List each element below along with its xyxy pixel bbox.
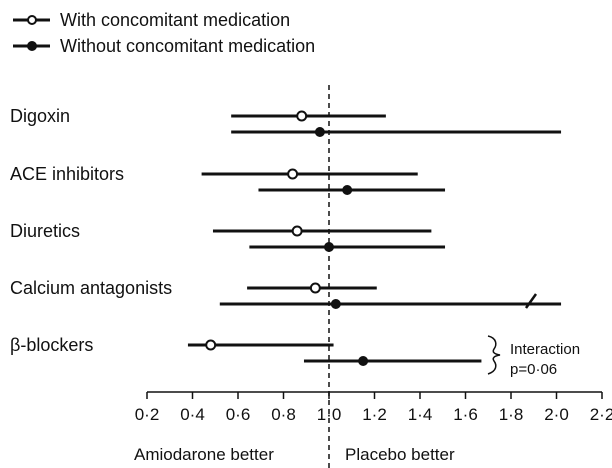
legend: With concomitant medication Without conc…	[13, 10, 315, 56]
point-without	[314, 127, 325, 137]
category-label: Diuretics	[10, 221, 80, 241]
point-without	[358, 356, 369, 366]
point-without	[324, 242, 334, 252]
interval-layer	[187, 110, 562, 366]
axis-break-mark	[524, 293, 538, 309]
x-tick-label: 1·6	[453, 405, 478, 424]
category-labels: Digoxin ACE inhibitors Diuretics Calcium an…	[10, 106, 172, 355]
annotation-line-2: p=0·06	[510, 361, 557, 378]
category-label: Calcium antagonists	[10, 278, 172, 298]
point-without	[342, 185, 353, 195]
point-with	[205, 339, 217, 351]
direction-label-right: Placebo better	[345, 445, 455, 464]
category-label: β-blockers	[10, 335, 93, 355]
x-tick-label: 0·6	[226, 405, 251, 424]
annotation-line-1: Interaction	[510, 341, 580, 358]
x-tick-label: 0·4	[180, 405, 205, 424]
legend-without-label: Without concomitant medication	[60, 36, 315, 56]
x-axis: 0·2 0·4 0·6 0·8 1·0 1·2 1·4 1·6 1·8 2·0 2·2	[135, 391, 612, 424]
point-without	[330, 299, 341, 309]
category-label: Digoxin	[10, 106, 70, 126]
direction-label-left: Amiodarone better	[134, 445, 274, 464]
x-tick-label: 0·2	[135, 405, 160, 424]
x-tick-label: 1·2	[362, 405, 387, 424]
x-tick-label: 1·0	[317, 405, 342, 424]
category-label: ACE inhibitors	[10, 164, 124, 184]
legend-without-marker	[27, 41, 37, 51]
x-tick-label: 1·4	[408, 405, 433, 424]
x-tick-label: 2·0	[544, 405, 569, 424]
legend-with-marker	[27, 15, 37, 25]
x-tick-label: 0·8	[271, 405, 296, 424]
point-with	[287, 168, 299, 180]
annotation-brace	[487, 335, 501, 375]
point-with	[309, 282, 321, 294]
direction-labels: Amiodarone better Placebo better	[134, 445, 455, 464]
point-with	[291, 225, 303, 237]
x-tick-label: 1·8	[499, 405, 524, 424]
legend-with-label: With concomitant medication	[60, 10, 290, 30]
interaction-annotation: Interaction p=0·06	[487, 335, 580, 378]
point-with	[296, 110, 308, 122]
x-tick-label: 2·2	[590, 405, 612, 424]
